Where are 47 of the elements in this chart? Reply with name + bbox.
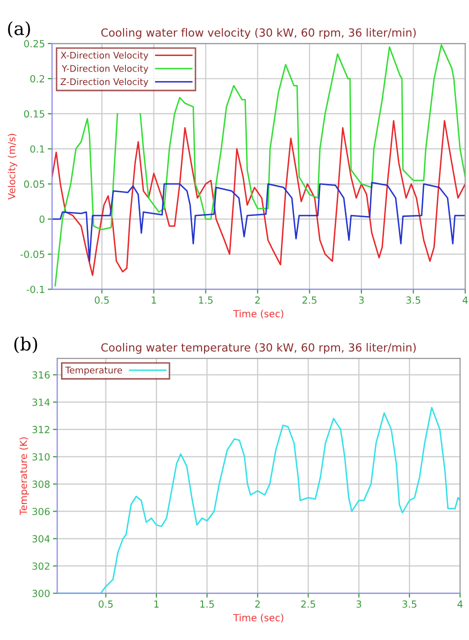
- x-axis-title: Time (sec): [233, 614, 284, 622]
- y-axis-title: Temperature (K): [20, 437, 29, 516]
- x-tick-label: 3: [359, 296, 364, 304]
- line-series: [52, 182, 466, 262]
- x-tick-label: 0.5: [98, 600, 113, 608]
- x-tick-label: 1.5: [199, 296, 213, 304]
- y-tick-label: 308: [32, 480, 50, 488]
- x-tick-label: 4: [462, 296, 468, 304]
- x-tick-label: 3.5: [406, 296, 420, 304]
- x-tick-label: 0.5: [94, 296, 109, 304]
- y-tick-label: 316: [32, 371, 50, 379]
- y-tick-label: 312: [32, 426, 50, 434]
- line-series: [52, 120, 466, 276]
- y-tick-label: 314: [32, 398, 50, 406]
- legend-label: Y-Direction Velocity: [62, 64, 148, 74]
- x-tick-label: 3: [356, 600, 362, 608]
- y-tick-label: 0.05: [24, 180, 44, 188]
- legend-label: Z-Direction Velocity: [60, 78, 148, 87]
- x-tick-label: 1: [152, 296, 156, 304]
- chart-title: Cooling water temperature (30 kW, 60 rpm, 36 liter/min): [101, 343, 416, 354]
- y-tick-label: 0.15: [24, 110, 44, 118]
- x-tick-label: 2.5: [302, 296, 316, 304]
- x-tick-label: 2: [255, 296, 260, 304]
- y-tick-label: 0.25: [24, 40, 44, 48]
- x-axis-title: Time (sec): [233, 310, 284, 318]
- y-tick-label: 300: [32, 590, 50, 598]
- y-tick-label: -0.1: [26, 286, 44, 294]
- y-tick-label: -0.05: [20, 250, 44, 258]
- chart-title: Cooling water flow velocity (30 kW, 60 rpm, 36 liter/min): [101, 28, 416, 39]
- x-tick-label: 1.5: [200, 600, 214, 608]
- text: (a): [8, 21, 30, 38]
- x-tick-label: 2: [255, 600, 260, 608]
- y-tick-label: 304: [32, 535, 50, 542]
- y-tick-label: 302: [32, 562, 50, 570]
- y-axis-title: Velocity (m/s): [8, 134, 18, 200]
- y-tick-label: 0.1: [30, 145, 44, 153]
- y-tick-label: 306: [32, 508, 50, 516]
- y-tick-label: 0: [40, 216, 44, 223]
- legend-label: Temperature: [65, 366, 122, 376]
- y-tick-label: 310: [32, 453, 50, 461]
- x-tick-label: 2.5: [301, 600, 316, 608]
- x-tick-label: 4: [457, 600, 463, 608]
- legend-label: X-Direction Velocity: [60, 52, 148, 60]
- y-tick-label: 0.2: [30, 75, 44, 82]
- x-tick-label: 1: [154, 600, 159, 608]
- text: (b): [14, 336, 38, 354]
- x-tick-label: 3.5: [402, 600, 416, 608]
